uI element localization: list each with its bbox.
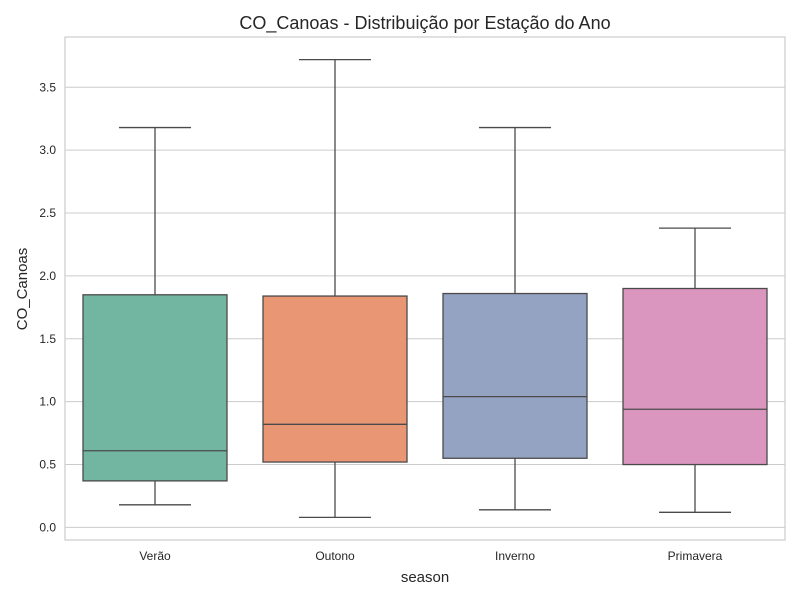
y-tick-label: 0.0 <box>39 520 56 534</box>
y-tick-label: 2.5 <box>39 206 56 220</box>
box-iqr <box>82 294 228 482</box>
y-axis-label: CO_Canoas <box>14 248 31 331</box>
box-2 <box>442 126 588 511</box>
box-iqr <box>442 292 588 459</box>
chart-title: CO_Canoas - Distribuição por Estação do … <box>239 13 610 34</box>
y-tick-labels: 0.0 0.5 1.0 1.5 2.0 2.5 3.0 3.5 <box>39 80 56 534</box>
box-iqr <box>622 287 768 466</box>
boxes <box>82 58 768 519</box>
y-tick-label: 1.0 <box>39 395 56 409</box>
x-axis-label: season <box>401 569 449 586</box>
box-3 <box>622 227 768 513</box>
x-tick-label: Inverno <box>495 549 535 563</box>
y-tick-label: 3.0 <box>39 143 56 157</box>
box-1 <box>262 58 408 519</box>
x-tick-label: Outono <box>315 549 355 563</box>
x-tick-label: Primavera <box>668 549 723 563</box>
box-0 <box>82 126 228 506</box>
plot-area-frame <box>64 36 786 541</box>
y-tick-label: 3.5 <box>39 80 56 94</box>
box-iqr <box>262 295 408 463</box>
y-tick-label: 1.5 <box>39 332 56 346</box>
y-tick-label: 0.5 <box>39 458 56 472</box>
y-tick-label: 2.0 <box>39 269 56 283</box>
x-tick-label: Verão <box>139 549 171 563</box>
x-tick-labels: Verão Outono Inverno Primavera <box>139 549 722 563</box>
